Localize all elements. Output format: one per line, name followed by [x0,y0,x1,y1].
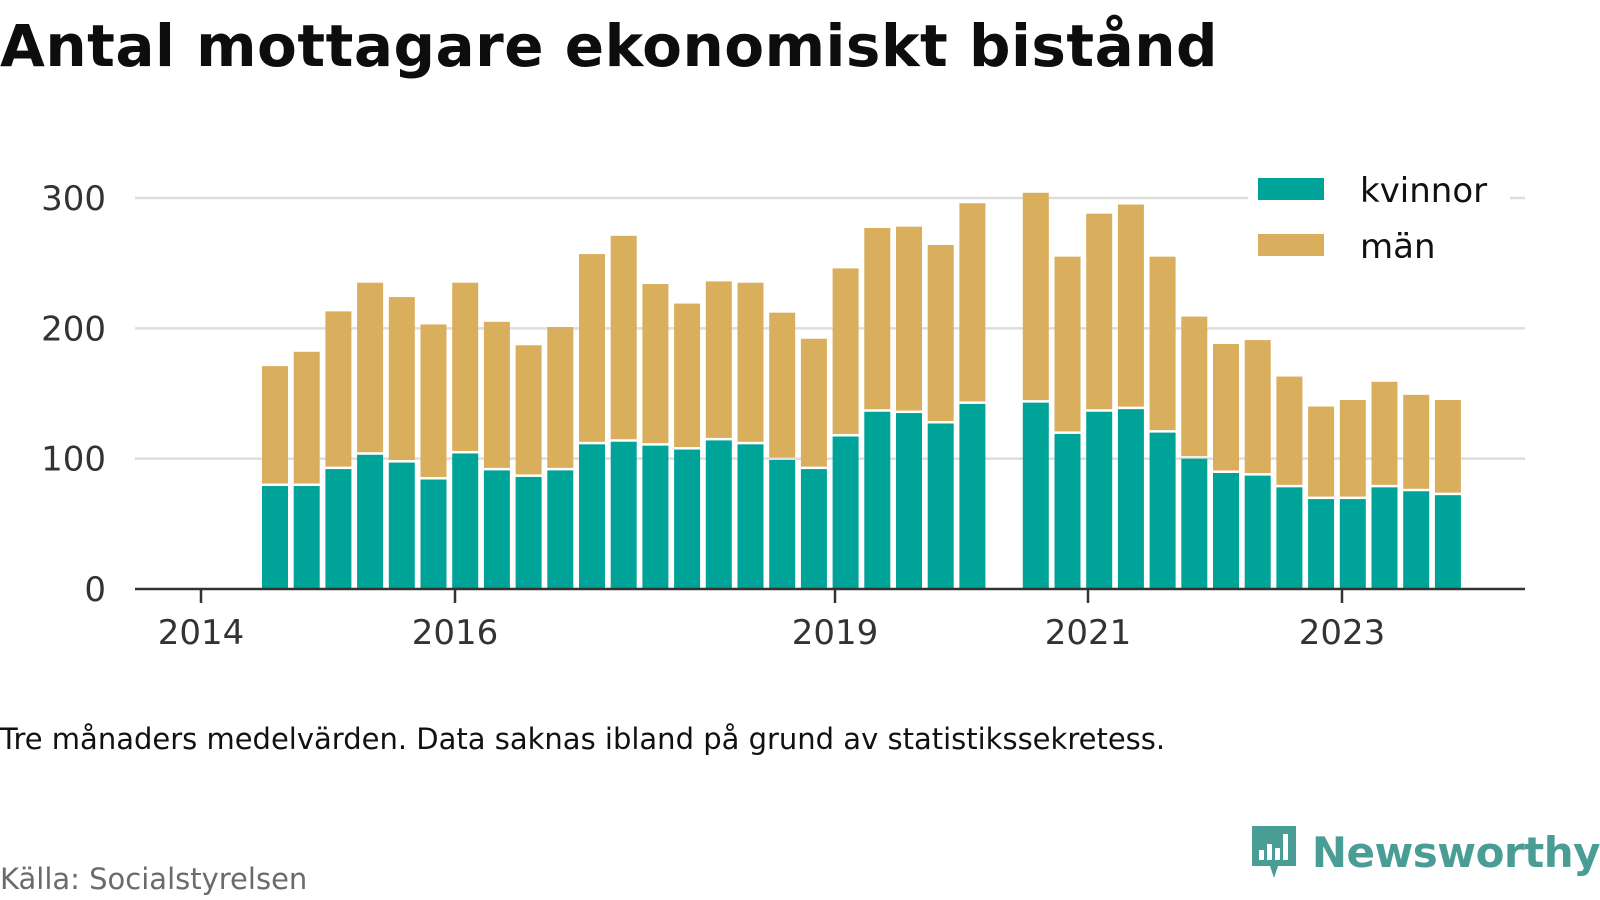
y-tick-label: 200 [41,309,106,349]
bar-kvinnor [1244,475,1271,589]
x-tick-label: 2014 [158,613,245,653]
legend-swatch-man [1258,234,1324,256]
bar-man [1213,343,1239,471]
bar-kvinnor [388,462,415,589]
bar-man [674,303,701,448]
bar-kvinnor [705,440,732,589]
bar-man [1054,256,1081,432]
bar-kvinnor [610,441,637,589]
bar-man [388,297,415,461]
bar-kvinnor [547,470,574,589]
x-tick-label: 2021 [1045,613,1132,653]
legend-swatch-kvinnor [1258,178,1324,200]
bar-kvinnor [1308,499,1335,589]
bar-kvinnor [1371,487,1398,589]
bar-man [1434,400,1461,493]
bar-kvinnor [515,476,542,589]
bar-kvinnor [832,436,859,589]
bar-kvinnor [1086,411,1113,589]
bar-kvinnor [769,459,796,589]
bar-kvinnor [1213,473,1239,589]
bar-man [483,321,510,468]
bar-man [293,351,320,484]
bar-kvinnor [1149,432,1176,589]
bar-man [420,324,447,478]
bar-man [705,281,732,438]
y-tick-label: 0 [84,570,106,610]
bar-kvinnor [579,444,605,589]
x-tick-label: 2023 [1299,613,1386,653]
chart-note: Tre månaders medelvärden. Data saknas ib… [0,722,1166,756]
bar-kvinnor [483,470,510,589]
bar-kvinnor [1117,409,1144,589]
legend-label-kvinnor: kvinnor [1360,171,1487,211]
bar-man [1149,256,1176,431]
bar-man [1244,340,1271,474]
bar-chart-speech-bubble-icon [1251,826,1296,878]
bar-man [927,244,954,421]
bar-man [610,235,637,440]
bar-kvinnor [674,449,701,589]
bar-man [579,254,605,442]
bar-man [325,311,352,467]
bar-kvinnor [452,453,479,589]
bar-kvinnor [325,469,352,589]
chart-title: Antal mottagare ekonomiskt bistånd [0,12,1219,80]
x-tick-label: 2019 [792,613,879,653]
bar-man [1308,406,1335,497]
bar-kvinnor [1403,491,1430,589]
bar-man [737,282,764,442]
bar-kvinnor [420,479,447,589]
bar-man [864,227,891,410]
bar-man [896,226,922,411]
bar-man [357,282,384,453]
y-tick-label: 100 [41,440,106,480]
bar-man [642,284,669,444]
y-tick-label: 300 [41,179,106,219]
bar-man [1403,394,1430,489]
legend: kvinnor män [1248,160,1510,276]
bar-man [452,282,479,451]
bar-kvinnor [1022,402,1049,589]
bar-man [1022,192,1049,401]
bar-man [1339,400,1366,497]
bar-kvinnor [800,469,827,589]
bar-kvinnor [896,413,922,589]
bar-kvinnor [1276,487,1303,589]
legend-label-man: män [1360,227,1436,267]
bar-man [1086,213,1113,410]
source-credit: Källa: Socialstyrelsen [0,862,308,896]
bar-kvinnor [1434,495,1461,589]
bar-man [1117,204,1144,407]
brand-name: Newsworthy [1311,827,1600,877]
bar-kvinnor [959,403,986,589]
bars-layer [262,192,1461,589]
bar-man [832,268,859,435]
bar-man [515,345,542,475]
bar-man [1371,381,1398,485]
axis-layer: 0 100 200 300 2014 2016 2019 2021 2023 [41,179,1525,653]
bar-kvinnor [1181,458,1208,589]
brand-logo: Newsworthy [1248,820,1600,884]
stacked-bar-chart: 0 100 200 300 2014 2016 2019 2021 2023 kvinnor m… [41,160,1525,653]
bar-kvinnor [927,423,954,589]
x-tick-label: 2016 [412,613,499,653]
bar-kvinnor [864,411,891,589]
bar-kvinnor [737,444,764,589]
bar-kvinnor [642,445,669,589]
bar-man [1276,376,1303,485]
bar-man [769,312,796,458]
bar-kvinnor [357,454,384,589]
bar-man [262,366,288,484]
bar-kvinnor [262,486,288,589]
bar-man [959,203,986,402]
bar-man [800,338,827,467]
bar-kvinnor [1339,499,1366,589]
bar-kvinnor [1054,433,1081,589]
bar-man [547,327,574,468]
bar-man [1181,316,1208,457]
bar-kvinnor [293,486,320,589]
